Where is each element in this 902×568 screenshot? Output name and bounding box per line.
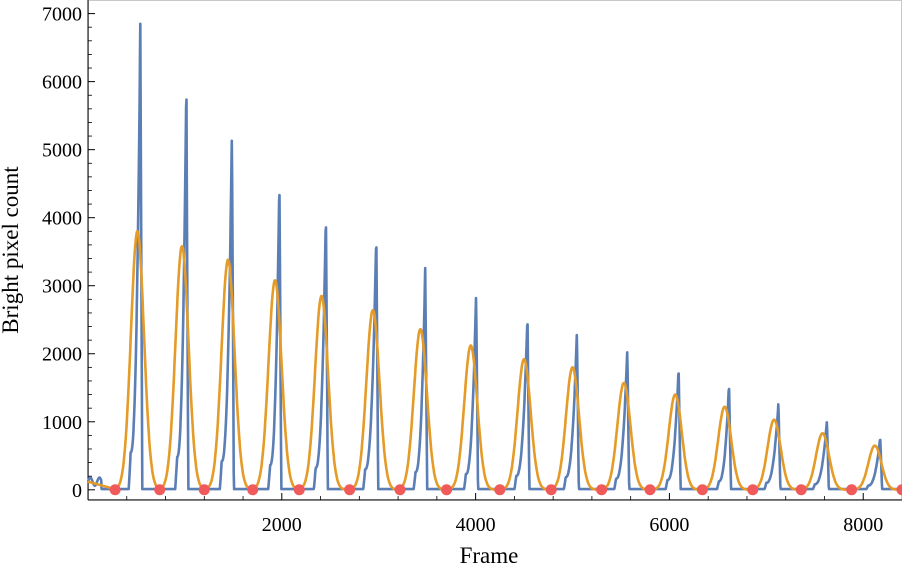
minimum-point bbox=[293, 484, 305, 496]
x-tick-label: 2000 bbox=[262, 514, 302, 536]
y-tick-label: 3000 bbox=[42, 276, 82, 298]
minimum-point bbox=[198, 484, 210, 496]
minima-points bbox=[109, 484, 902, 496]
minimum-point bbox=[154, 484, 166, 496]
minimum-point bbox=[344, 484, 356, 496]
minimum-point bbox=[596, 484, 608, 496]
minimum-point bbox=[441, 484, 453, 496]
minimum-point bbox=[394, 484, 406, 496]
minimum-point bbox=[846, 484, 858, 496]
minimum-point bbox=[644, 484, 656, 496]
minimum-point bbox=[696, 484, 708, 496]
series-layer bbox=[86, 22, 902, 492]
x-tick-label: 8000 bbox=[843, 514, 883, 536]
minimum-point bbox=[747, 484, 759, 496]
x-tick-label: 4000 bbox=[456, 514, 496, 536]
y-tick-label: 4000 bbox=[42, 208, 82, 230]
minimum-point bbox=[795, 484, 807, 496]
y-axis: 0 1000 2000 3000 4000 5000 6000 7000 bbox=[42, 0, 95, 502]
y-tick-label: 1000 bbox=[42, 412, 82, 434]
y-axis-title: Bright pixel count bbox=[0, 166, 23, 334]
minimum-point bbox=[247, 484, 259, 496]
minimum-point bbox=[896, 484, 902, 496]
raw-series-line bbox=[86, 22, 902, 491]
x-axis: 2000 4000 6000 8000 bbox=[88, 493, 902, 536]
x-axis-title: Frame bbox=[460, 543, 519, 568]
y-tick-label: 0 bbox=[72, 480, 82, 502]
y-tick-label: 2000 bbox=[42, 344, 82, 366]
minimum-point bbox=[109, 484, 121, 496]
y-tick-label: 7000 bbox=[42, 4, 82, 26]
minimum-point bbox=[545, 484, 557, 496]
y-tick-label: 6000 bbox=[42, 72, 82, 94]
x-tick-label: 6000 bbox=[649, 514, 689, 536]
y-tick-label: 5000 bbox=[42, 140, 82, 162]
minimum-point bbox=[494, 484, 506, 496]
